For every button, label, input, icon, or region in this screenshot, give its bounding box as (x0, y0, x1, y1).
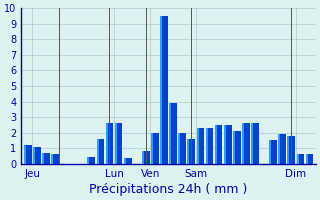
Bar (224, 125, 231, 164)
Bar (306, 154, 313, 164)
Bar (33, 147, 41, 164)
Bar (87, 157, 95, 164)
Bar (287, 136, 289, 164)
Bar (142, 151, 144, 164)
Bar (33, 147, 35, 164)
Bar (24, 145, 26, 164)
Bar (106, 123, 113, 164)
Bar (151, 133, 159, 164)
Bar (196, 128, 198, 164)
Bar (206, 128, 213, 164)
Bar (196, 128, 204, 164)
Bar (97, 139, 104, 164)
Bar (160, 16, 168, 164)
Bar (269, 140, 277, 164)
Bar (297, 154, 299, 164)
Bar (251, 123, 253, 164)
Bar (287, 136, 295, 164)
Bar (178, 133, 186, 164)
Bar (87, 157, 89, 164)
Bar (206, 128, 208, 164)
Bar (251, 123, 259, 164)
Bar (224, 125, 226, 164)
Bar (242, 123, 244, 164)
Bar (51, 154, 59, 164)
Bar (124, 158, 126, 164)
Bar (215, 125, 222, 164)
Bar (160, 16, 162, 164)
Bar (169, 103, 177, 164)
Bar (142, 151, 150, 164)
Bar (24, 145, 31, 164)
Bar (269, 140, 271, 164)
Bar (278, 134, 286, 164)
Bar (278, 134, 280, 164)
Bar (42, 153, 50, 164)
Bar (169, 103, 171, 164)
Bar (106, 123, 108, 164)
Bar (42, 153, 44, 164)
Bar (215, 125, 217, 164)
Bar (306, 154, 308, 164)
Bar (233, 131, 241, 164)
X-axis label: Précipitations 24h ( mm ): Précipitations 24h ( mm ) (89, 183, 248, 196)
Bar (124, 158, 132, 164)
Bar (178, 133, 180, 164)
Bar (188, 139, 195, 164)
Bar (51, 154, 53, 164)
Bar (97, 139, 99, 164)
Bar (188, 139, 189, 164)
Bar (115, 123, 117, 164)
Bar (233, 131, 235, 164)
Bar (151, 133, 153, 164)
Bar (242, 123, 250, 164)
Bar (297, 154, 304, 164)
Bar (115, 123, 123, 164)
